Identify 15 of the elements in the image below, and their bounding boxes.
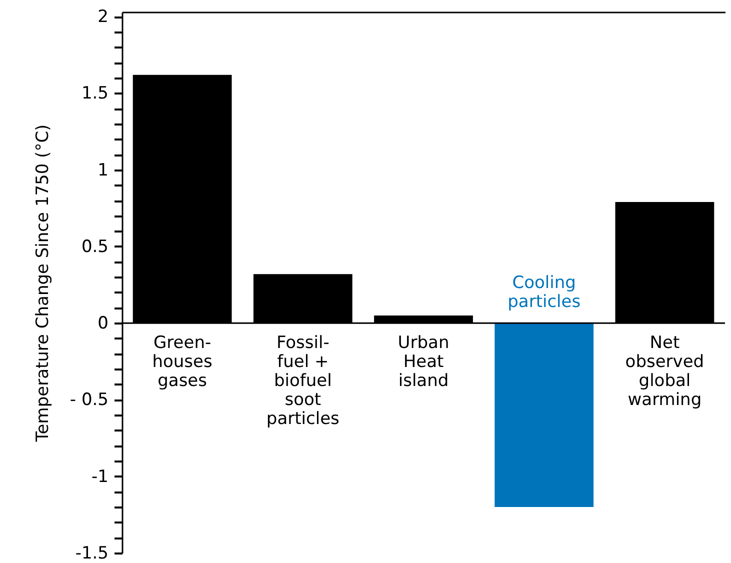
x-tick-label: Urban Heat island	[398, 333, 450, 392]
x-tick-label: Cooling particles	[508, 273, 581, 312]
x-tick-label: Net observed global warming	[625, 333, 704, 410]
y-tick-label: 1	[98, 160, 108, 180]
y-tick-label: - 0.5	[70, 390, 108, 410]
y-tick-label: 0.5	[81, 236, 108, 257]
x-tick-label: Fossil- fuel + biofuel soot particles	[266, 333, 340, 430]
y-tick-label: 1.5	[81, 84, 108, 104]
bar	[494, 323, 594, 508]
y-tick-label: 0	[98, 314, 108, 334]
y-axis-title: Temperature Change Since 1750 (°C)	[32, 124, 53, 443]
y-tick-label: -1	[92, 466, 108, 487]
y-tick-label: 2	[98, 7, 108, 28]
y-tick-label: -1.5	[75, 544, 108, 563]
x-tick-label: Green- houses gases	[152, 333, 213, 392]
